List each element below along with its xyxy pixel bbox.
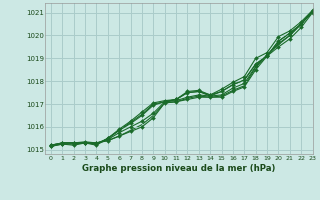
X-axis label: Graphe pression niveau de la mer (hPa): Graphe pression niveau de la mer (hPa)	[82, 164, 276, 173]
